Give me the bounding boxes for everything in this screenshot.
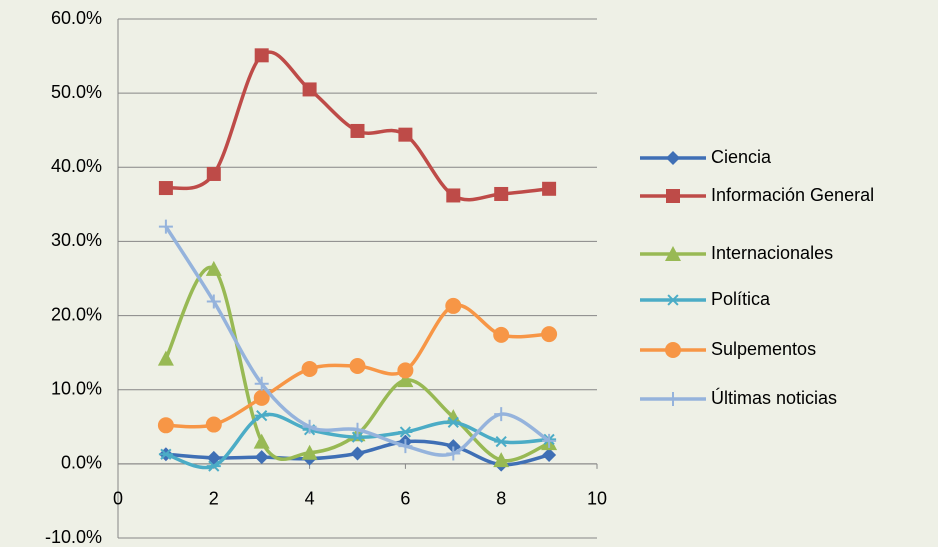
- marker: [350, 446, 365, 461]
- legend-entry: Últimas noticias: [640, 387, 837, 408]
- marker: [158, 448, 173, 460]
- x-tick-label: 0: [113, 489, 123, 509]
- marker: [398, 439, 413, 454]
- marker: [494, 407, 509, 422]
- marker: [494, 186, 509, 201]
- legend-entry: Política: [640, 289, 771, 309]
- legend-label: Internacionales: [711, 243, 833, 263]
- marker: [253, 389, 270, 406]
- y-tick-label: 20.0%: [51, 304, 102, 324]
- legend-marker: [666, 151, 680, 165]
- marker: [350, 422, 365, 437]
- marker: [254, 450, 269, 465]
- marker: [157, 350, 174, 366]
- marker: [254, 48, 269, 63]
- x-tick-label: 10: [587, 489, 607, 509]
- y-tick-label: -10.0%: [45, 527, 102, 547]
- legend-marker: [665, 246, 681, 261]
- legend-marker: [666, 392, 680, 406]
- x-tick-label: 4: [305, 489, 315, 509]
- marker: [206, 166, 221, 181]
- x-tick-label: 2: [209, 489, 219, 509]
- y-tick-label: 0.0%: [61, 453, 102, 473]
- marker: [349, 357, 366, 374]
- marker: [398, 127, 413, 142]
- marker: [302, 82, 317, 97]
- marker: [206, 460, 221, 472]
- marker: [350, 123, 365, 138]
- x-tick-label: 6: [400, 489, 410, 509]
- series: [157, 297, 558, 434]
- marker: [254, 410, 269, 422]
- marker: [542, 433, 557, 448]
- legend-entry: Información General: [640, 185, 874, 205]
- legend-label: Últimas noticias: [711, 387, 837, 408]
- x-tick-label: 8: [496, 489, 506, 509]
- marker: [158, 219, 173, 234]
- marker: [446, 188, 461, 203]
- y-tick-label: 50.0%: [51, 82, 102, 102]
- marker: [542, 181, 557, 196]
- series: [158, 219, 557, 461]
- marker: [446, 439, 461, 454]
- legend-marker: [665, 342, 681, 358]
- legend-marker: [666, 294, 680, 306]
- legend-label: Sulpementos: [711, 339, 816, 359]
- marker: [350, 431, 365, 443]
- marker: [205, 260, 222, 276]
- marker: [397, 362, 414, 379]
- marker: [158, 181, 173, 196]
- series: [158, 48, 557, 203]
- marker: [157, 417, 174, 434]
- y-tick-label: 60.0%: [51, 8, 102, 28]
- marker: [254, 376, 269, 391]
- marker: [302, 419, 317, 434]
- marker: [445, 297, 462, 314]
- marker: [446, 416, 461, 428]
- marker: [446, 446, 461, 461]
- legend-label: Información General: [711, 185, 874, 205]
- marker: [206, 294, 221, 309]
- y-tick-label: 10.0%: [51, 378, 102, 398]
- marker: [541, 326, 558, 343]
- marker: [445, 409, 462, 425]
- marker: [301, 360, 318, 377]
- marker: [494, 436, 509, 448]
- y-tick-label: 40.0%: [51, 156, 102, 176]
- marker: [397, 372, 414, 388]
- y-tick-label: 30.0%: [51, 230, 102, 250]
- legend-entry: Ciencia: [640, 147, 772, 167]
- marker: [398, 426, 413, 438]
- legend-entry: Internacionales: [640, 243, 833, 263]
- marker: [493, 452, 510, 468]
- marker: [493, 326, 510, 343]
- legend-marker: [666, 189, 680, 203]
- marker: [253, 433, 270, 449]
- legend-label: Política: [711, 289, 771, 309]
- marker: [205, 416, 222, 433]
- legend-entry: Sulpementos: [640, 339, 816, 359]
- marker: [542, 447, 557, 462]
- marker: [301, 444, 318, 460]
- legend-label: Ciencia: [711, 147, 772, 167]
